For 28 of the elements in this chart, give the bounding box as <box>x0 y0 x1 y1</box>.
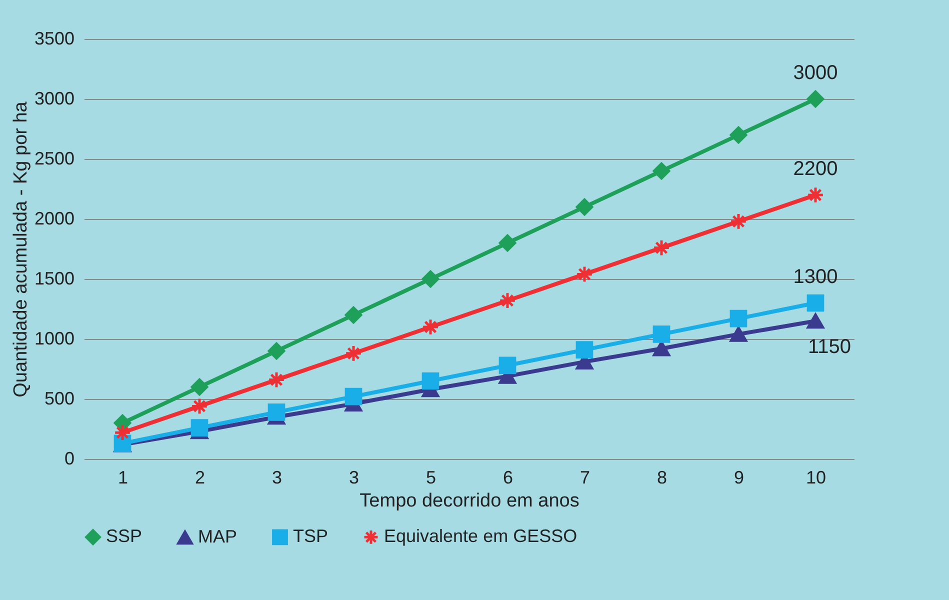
y-tick-label: 500 <box>44 388 74 408</box>
x-tick-label: 3 <box>348 468 360 488</box>
legend-label: MAP <box>198 526 238 547</box>
y-tick-label: 2000 <box>34 208 74 228</box>
data-label: 1300 <box>793 266 838 288</box>
legend-label: TSP <box>293 526 328 546</box>
x-tick-label: 1 <box>118 468 128 488</box>
x-tick-label: 10 <box>806 468 826 488</box>
x-tick-label: 2 <box>194 468 206 488</box>
x-axis-title: Tempo decorrido em anos <box>360 490 580 512</box>
x-tick-label: 5 <box>426 468 436 488</box>
y-tick-label: 1500 <box>34 268 74 288</box>
data-label: 2200 <box>793 158 838 180</box>
x-tick-label: 8 <box>656 468 668 488</box>
y-tick-label: 1000 <box>34 328 74 348</box>
y-axis-title: Quantidade acumulada - Kg por ha <box>10 101 32 398</box>
data-label: 3000 <box>793 62 838 84</box>
y-tick-label: 3000 <box>34 88 74 108</box>
x-tick-label: 3 <box>272 468 282 488</box>
data-label: 1150 <box>808 336 852 358</box>
y-tick-label: 2500 <box>34 148 74 168</box>
legend-label: SSP <box>106 526 142 546</box>
y-tick-label: 3500 <box>34 28 74 48</box>
legend-label: Equivalente em GESSO <box>384 526 578 546</box>
y-tick-label: 0 <box>64 448 74 468</box>
x-tick-label: 6 <box>502 468 514 488</box>
x-tick-label: 7 <box>580 468 590 488</box>
x-tick-label: 9 <box>734 468 744 488</box>
